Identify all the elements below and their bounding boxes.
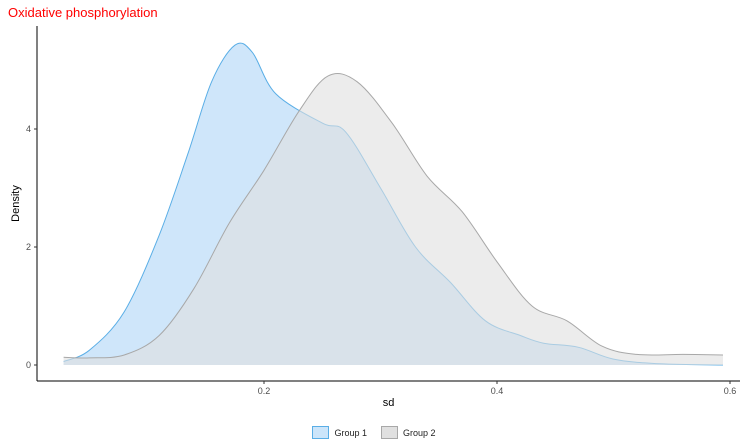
x-tick-label-0: 0.2 xyxy=(258,386,271,396)
legend: Group 1 Group 2 xyxy=(0,426,748,439)
y-tick-label-1: 2 xyxy=(26,242,31,252)
x-axis-title: sd xyxy=(383,397,395,409)
legend-swatch-group-1 xyxy=(312,426,330,439)
x-tick-label-2: 0.6 xyxy=(724,386,737,396)
y-axis-title: Density xyxy=(10,185,22,222)
legend-item-group-1: Group 1 xyxy=(312,426,367,439)
legend-swatch-group-2 xyxy=(381,426,398,439)
x-tick-label-1: 0.4 xyxy=(491,386,504,396)
y-tick-label-2: 4 xyxy=(26,124,31,134)
density-area-group-2 xyxy=(63,73,724,366)
y-tick-label-0: 0 xyxy=(26,360,31,370)
density-plot: 0.2 0.4 0.6 0 2 4 sd Density xyxy=(10,26,740,409)
chart-title: Oxidative phosphorylation xyxy=(8,5,158,20)
legend-item-group-2: Group 2 xyxy=(381,426,436,439)
density-line-group-2 xyxy=(63,73,724,359)
legend-label-group-2: Group 2 xyxy=(403,427,436,438)
legend-label-group-1: Group 1 xyxy=(334,427,367,438)
